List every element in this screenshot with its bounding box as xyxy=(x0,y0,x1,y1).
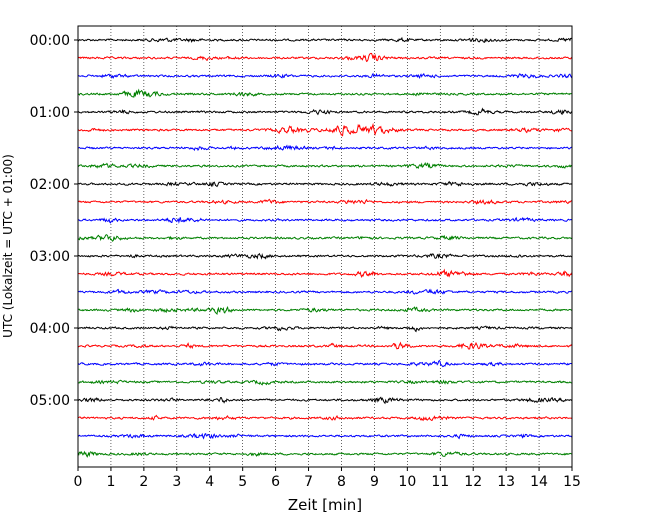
trace-12 xyxy=(77,252,573,260)
trace-2 xyxy=(77,72,573,79)
x-tick-label-1: 1 xyxy=(106,474,115,490)
y-tick-label-2: 02:00 xyxy=(30,177,70,193)
x-tick-label-8: 8 xyxy=(337,474,346,490)
x-tick-label-3: 3 xyxy=(172,474,181,490)
trace-14 xyxy=(77,288,573,295)
x-axis-label: Zeit [min] xyxy=(288,496,362,514)
trace-8 xyxy=(78,180,573,188)
y-tick-label-4: 04:00 xyxy=(30,321,70,337)
x-tick-label-10: 10 xyxy=(398,474,416,490)
x-tick-label-7: 7 xyxy=(304,474,313,490)
trace-0 xyxy=(77,36,573,43)
x-tick-label-13: 13 xyxy=(497,474,515,490)
trace-17 xyxy=(77,341,573,350)
x-tick-label-6: 6 xyxy=(271,474,280,490)
trace-7 xyxy=(77,162,573,170)
trace-3 xyxy=(77,88,573,98)
x-tick-label-15: 15 xyxy=(563,474,581,490)
y-tick-label-1: 01:00 xyxy=(30,105,70,121)
x-tick-label-11: 11 xyxy=(431,474,449,490)
x-tick-label-12: 12 xyxy=(464,474,482,490)
x-tick-label-2: 2 xyxy=(139,474,148,490)
trace-5 xyxy=(77,122,573,137)
trace-15 xyxy=(77,305,573,316)
trace-19 xyxy=(77,379,572,386)
trace-10 xyxy=(77,216,573,224)
x-tick-label-4: 4 xyxy=(205,474,214,490)
y-axis-ticks: 00:00 01:00 02:00 03:00 04:00 05:00 xyxy=(30,33,78,409)
y-tick-label-3: 03:00 xyxy=(30,249,70,265)
trace-18 xyxy=(77,359,573,368)
seismic-traces xyxy=(77,36,573,458)
trace-22 xyxy=(77,432,573,440)
y-axis-label: UTC (Lokalzeit = UTC + 01:00) xyxy=(1,154,15,338)
x-tick-label-14: 14 xyxy=(530,474,548,490)
trace-13 xyxy=(78,268,573,279)
x-tick-label-5: 5 xyxy=(238,474,247,490)
trace-4 xyxy=(77,107,573,116)
trace-21 xyxy=(77,414,573,422)
trace-9 xyxy=(77,198,573,205)
trace-1 xyxy=(77,52,573,63)
x-tick-label-0: 0 xyxy=(74,474,83,490)
x-tick-label-9: 9 xyxy=(370,474,379,490)
trace-20 xyxy=(77,396,573,405)
y-tick-label-5: 05:00 xyxy=(30,393,70,409)
trace-11 xyxy=(77,234,573,242)
trace-23 xyxy=(77,450,572,458)
trace-16 xyxy=(77,325,573,333)
x-axis-ticks: 0 1 2 3 4 5 6 7 8 9 10 11 12 13 14 15 xyxy=(74,467,581,490)
plot-frame xyxy=(77,25,573,468)
trace-6 xyxy=(77,144,573,152)
y-tick-label-0: 00:00 xyxy=(30,33,70,49)
